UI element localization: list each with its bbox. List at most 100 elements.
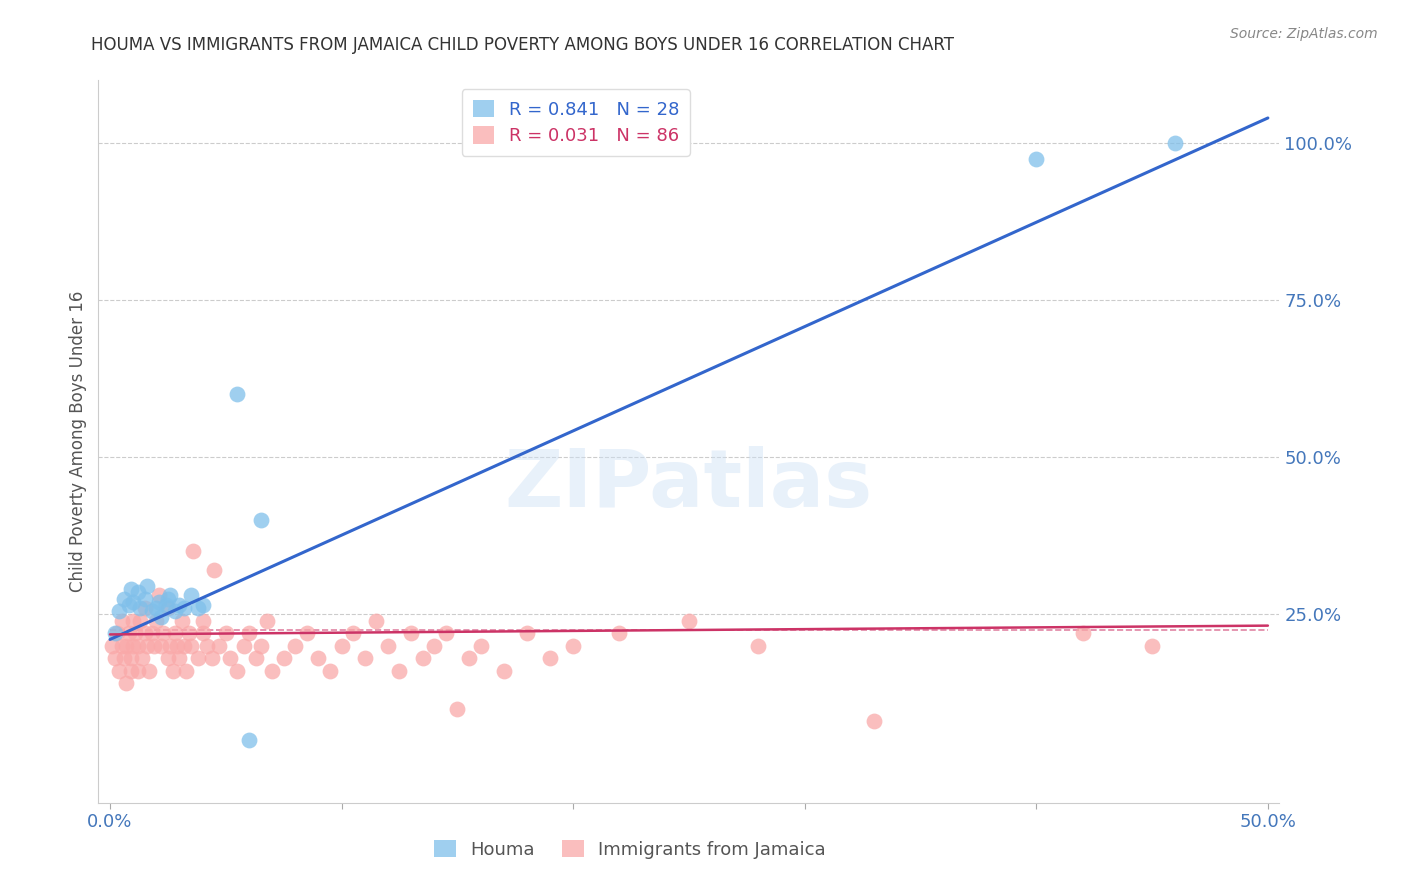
Point [148,595,170,609]
Point [747,639,769,653]
Point [112,591,135,606]
Point [124,626,146,640]
Point [191,614,214,628]
Point [1071,626,1094,640]
Point [562,639,585,653]
Point [516,626,538,640]
Point [169,598,191,612]
Point [180,639,202,653]
Point [122,639,145,653]
Text: Source: ZipAtlas.com: Source: ZipAtlas.com [1230,27,1378,41]
Point [120,582,142,597]
Point [226,664,249,678]
Point [273,651,295,665]
Point [609,626,631,640]
Point [319,664,342,678]
Legend: Houma, Immigrants from Jamaica: Houma, Immigrants from Jamaica [427,833,832,866]
Point [112,651,135,665]
Point [104,651,127,665]
Point [152,626,174,640]
Point [183,544,205,558]
Point [127,585,149,599]
Point [173,639,195,653]
Point [377,639,399,653]
Point [219,651,242,665]
Point [148,589,170,603]
Point [143,639,166,653]
Point [163,604,186,618]
Point [412,651,434,665]
Point [470,639,492,653]
Point [202,563,225,577]
Point [134,626,156,640]
Point [399,626,422,640]
Point [162,664,184,678]
Point [492,664,515,678]
Point [366,614,388,628]
Point [141,604,163,618]
Point [187,601,209,615]
Point [434,626,457,640]
Point [176,664,198,678]
Point [129,614,152,628]
Point [122,595,145,609]
Point [238,626,260,640]
Point [120,664,142,678]
Point [117,626,139,640]
Point [122,614,145,628]
Text: HOUMA VS IMMIGRANTS FROM JAMAICA CHILD POVERTY AMONG BOYS UNDER 16 CORRELATION C: HOUMA VS IMMIGRANTS FROM JAMAICA CHILD P… [91,36,955,54]
Point [256,614,278,628]
Point [388,664,411,678]
Point [458,651,481,665]
Point [1140,639,1163,653]
Point [423,639,446,653]
Point [330,639,353,653]
Point [191,626,214,640]
Point [245,651,267,665]
Point [1025,152,1047,166]
Point [173,601,195,615]
Point [145,601,167,615]
Point [115,676,138,690]
Point [163,626,186,640]
Point [166,639,188,653]
Point [249,639,271,653]
Point [187,651,209,665]
Point [110,639,132,653]
Point [201,651,224,665]
Text: ZIPatlas: ZIPatlas [505,446,873,524]
Point [284,639,307,653]
Point [117,598,139,612]
Point [108,604,131,618]
Point [108,664,131,678]
Point [295,626,318,640]
Point [156,591,179,606]
Point [159,639,181,653]
Point [208,639,231,653]
Point [238,733,260,747]
Point [177,626,200,640]
Point [678,614,700,628]
Point [538,651,561,665]
Point [145,614,167,628]
Point [127,664,149,678]
Point [249,513,271,527]
Point [863,714,886,728]
Point [195,639,218,653]
Point [101,639,124,653]
Point [105,626,128,640]
Point [134,591,156,606]
Point [180,589,202,603]
Point [170,614,193,628]
Point [156,651,179,665]
Point [353,651,375,665]
Point [149,639,172,653]
Point [215,626,238,640]
Point [131,651,153,665]
Point [120,651,142,665]
Point [115,639,138,653]
Point [149,610,172,624]
Point [169,651,191,665]
Point [262,664,284,678]
Point [1164,136,1187,150]
